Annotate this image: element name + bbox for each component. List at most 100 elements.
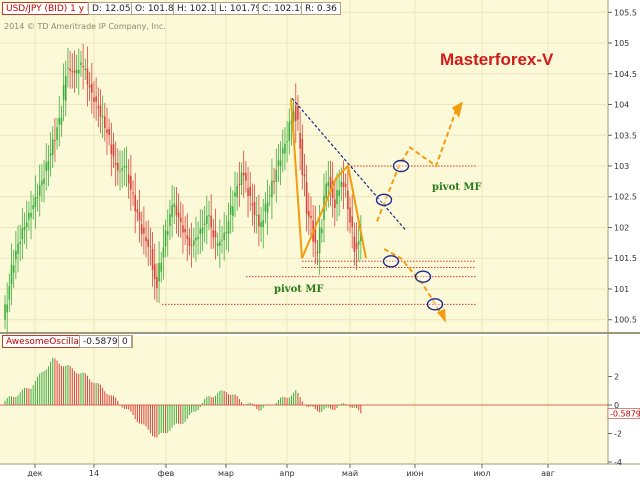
- candle-body: [62, 84, 65, 100]
- candle-body: [6, 304, 8, 313]
- bullish-forecast: [376, 110, 457, 222]
- time-tick-label: апр: [279, 469, 294, 478]
- grid: [0, 0, 608, 464]
- candle-body: [245, 172, 247, 181]
- price-axis: 100.5 101 101.5 102 102.5 103 103.5 104 104.5 105…: [608, 8, 637, 325]
- candle-body: [347, 190, 349, 210]
- time-tick-label: мар: [218, 469, 234, 478]
- candle-body: [288, 122, 291, 141]
- candle-body: [349, 207, 351, 223]
- candle-body: [28, 212, 30, 220]
- candle-body: [336, 189, 338, 204]
- candle-body: [223, 232, 225, 240]
- candle-body: [271, 180, 273, 198]
- pivot-label-upper: pivot MF: [432, 182, 482, 193]
- candle-body: [294, 105, 297, 121]
- candle-body: [75, 69, 78, 74]
- candle-body: [151, 248, 154, 270]
- candle-body: [305, 182, 308, 215]
- candle-body: [101, 116, 104, 118]
- candle-body: [321, 228, 323, 234]
- candle-body: [286, 141, 288, 143]
- candle-body: [182, 225, 184, 233]
- time-tick-label: авг: [541, 469, 555, 478]
- candle-body: [221, 239, 223, 241]
- candle-body: [41, 180, 43, 186]
- candle-body: [314, 226, 317, 243]
- candle-body: [119, 170, 121, 172]
- highlight-circle: [414, 270, 432, 283]
- highlight-circle: [382, 255, 400, 268]
- candle-body: [331, 181, 334, 199]
- candle-body: [58, 117, 61, 125]
- candle-body: [199, 228, 202, 235]
- price-tick-label: 105: [614, 39, 629, 48]
- price-tick-label: 103.5: [614, 131, 637, 140]
- candle-body: [110, 144, 113, 155]
- price-tick-label: 104.5: [614, 70, 637, 79]
- candle-body: [34, 197, 37, 208]
- candle-body: [162, 247, 165, 258]
- candle-body: [184, 228, 186, 233]
- candle-body: [97, 106, 100, 109]
- oscillator-tick-label: -4: [614, 458, 622, 467]
- candle-body: [25, 222, 28, 228]
- brand-watermark: Masterforex-V: [440, 50, 554, 69]
- candle-body: [242, 172, 245, 176]
- candle-body: [340, 181, 343, 187]
- bullish-arrow-head: [452, 101, 463, 119]
- candle-body: [192, 240, 195, 246]
- candle-body: [251, 203, 254, 206]
- candle-body: [227, 221, 230, 234]
- candle-body: [190, 244, 193, 246]
- candle-body: [69, 68, 71, 71]
- candle-body: [21, 228, 24, 239]
- candle-body: [360, 233, 362, 242]
- candle-body: [169, 214, 171, 226]
- highlight-circle: [426, 298, 444, 311]
- candle-body: [188, 237, 191, 246]
- candle-body: [91, 83, 93, 93]
- candle-body: [164, 230, 167, 247]
- candle-body: [238, 183, 241, 185]
- candle-body: [8, 286, 11, 300]
- candle-body: [86, 68, 89, 85]
- candle-body: [88, 85, 91, 88]
- price-tick-label: 100.5: [614, 316, 637, 325]
- candle-body: [130, 176, 132, 190]
- candle-body: [195, 237, 197, 241]
- pivot-label-lower: pivot MF: [274, 284, 324, 295]
- candle-body: [334, 199, 336, 208]
- candle-body: [45, 162, 48, 172]
- price-tick-label: 105.5: [614, 8, 637, 17]
- oscillator-tick-label: -2: [614, 430, 622, 439]
- candle-body: [310, 215, 312, 219]
- oscillator-panel-background: [0, 336, 608, 464]
- candle-body: [147, 239, 150, 247]
- oscillator-axis: -4 -2 0 2 -0.5879: [607, 373, 640, 467]
- axis-background: [608, 0, 640, 480]
- candle-body: [23, 226, 26, 230]
- candle-body: [225, 231, 228, 234]
- candle-body: [255, 214, 258, 216]
- wave-pattern: [290, 98, 367, 259]
- candle-body: [357, 240, 360, 245]
- candle-body: [219, 241, 221, 246]
- oscillator-tick-label: 0: [614, 401, 619, 410]
- symbol-label[interactable]: USD/JPY (BID) 1 y D: [2, 2, 98, 15]
- candle-body: [166, 231, 169, 236]
- candle-body: [208, 215, 210, 217]
- candle-body: [351, 216, 353, 227]
- candle-body: [93, 97, 95, 102]
- candle-body: [338, 190, 340, 196]
- candle-body: [175, 205, 178, 216]
- candle-body: [325, 183, 327, 199]
- candle-body: [303, 174, 306, 177]
- candle-body: [316, 252, 319, 254]
- candle-body: [82, 65, 84, 68]
- time-tick-label: июн: [406, 469, 423, 478]
- candle-body: [80, 62, 82, 66]
- oscillator-value-tag-label: -0.5879: [610, 409, 640, 418]
